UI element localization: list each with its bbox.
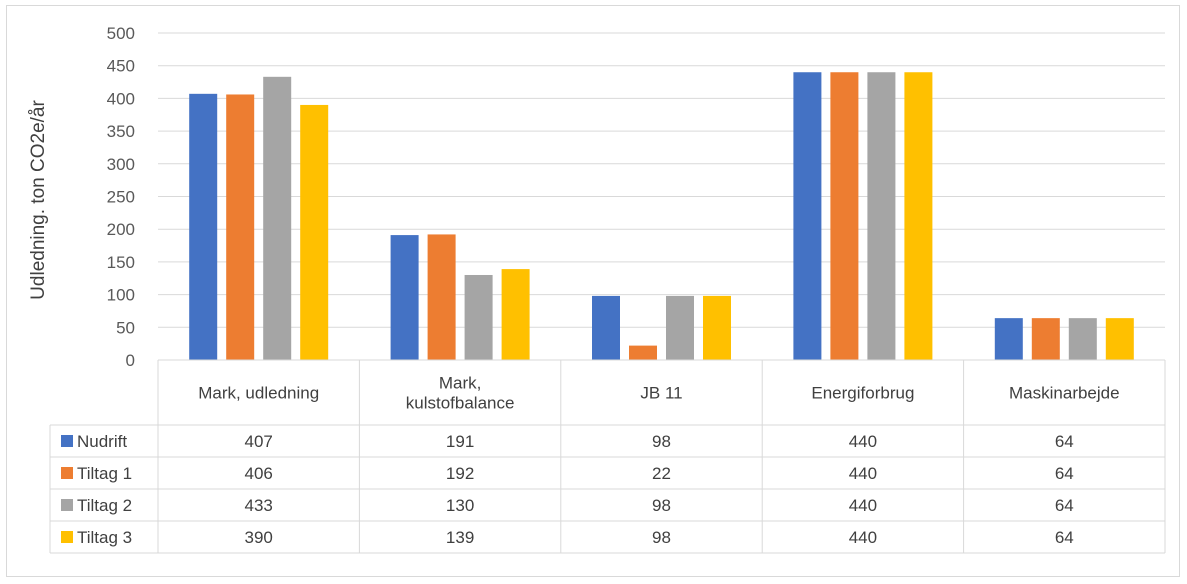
data-table-value: 64	[1055, 528, 1074, 547]
data-table-value: 139	[446, 528, 474, 547]
series-name: Tiltag 1	[77, 464, 132, 483]
bar-tiltag-2	[1068, 318, 1097, 360]
bar-nudrift	[189, 93, 218, 361]
bar-tiltag-2	[666, 295, 694, 360]
y-tick-label: 300	[107, 155, 135, 174]
series-name: Nudrift	[77, 432, 127, 451]
data-table-value: 98	[652, 496, 671, 515]
data-table-value: 22	[652, 464, 671, 483]
bar-nudrift	[390, 235, 419, 360]
category-label: Mark, udledning	[198, 384, 319, 403]
y-axis-label: Udledning. ton CO2e/år	[28, 100, 49, 300]
data-table-value: 390	[245, 528, 273, 547]
bar-tiltag-2	[464, 274, 493, 360]
bar-tiltag-1	[830, 72, 859, 361]
bar-tiltag-3	[904, 72, 933, 361]
y-tick-label: 0	[126, 351, 135, 370]
data-table-value: 192	[446, 464, 474, 483]
legend-key	[61, 467, 73, 479]
category-label: Maskinarbejde	[1009, 384, 1120, 403]
category-label: Mark,	[439, 374, 482, 393]
bar-tiltag-1	[629, 345, 657, 360]
y-tick-label: 250	[107, 188, 135, 207]
bar-tiltag-1	[427, 234, 456, 360]
data-table-value: 440	[849, 496, 877, 515]
legend-key	[61, 531, 73, 543]
series-name: Tiltag 2	[77, 496, 132, 515]
bar-tiltag-3	[703, 295, 731, 360]
data-table-value: 433	[245, 496, 273, 515]
data-table-value: 440	[849, 464, 877, 483]
data-table-value: 64	[1055, 432, 1074, 451]
bar-nudrift	[592, 295, 620, 360]
bar-tiltag-2	[263, 76, 292, 361]
category-label: kulstofbalance	[406, 394, 515, 413]
data-table-value: 130	[446, 496, 474, 515]
data-table: Mark, udledning Mark,kulstofbalance JB 11 E…	[49, 359, 1166, 554]
bar-nudrift	[994, 318, 1023, 360]
data-table-value: 440	[849, 528, 877, 547]
data-table-value: 406	[245, 464, 273, 483]
y-tick-label: 200	[107, 220, 135, 239]
bar-tiltag-2	[867, 72, 896, 361]
data-table-value: 64	[1055, 496, 1074, 515]
bars	[189, 72, 1134, 361]
y-tick-label: 350	[107, 122, 135, 141]
series-name: Tiltag 3	[77, 528, 132, 547]
category-label: Energiforbrug	[811, 384, 914, 403]
bar-nudrift	[793, 72, 822, 361]
data-table-value: 64	[1055, 464, 1074, 483]
legend-key	[61, 499, 73, 511]
data-table-value: 407	[245, 432, 273, 451]
data-table-value: 98	[652, 432, 671, 451]
bar-tiltag-3	[300, 104, 329, 360]
bar-tiltag-3	[1105, 318, 1134, 360]
y-tick-label: 500	[107, 24, 135, 43]
bar-tiltag-3	[501, 269, 530, 360]
category-label: JB 11	[640, 384, 682, 403]
y-tick-label: 100	[107, 286, 135, 305]
y-tick-label: 50	[116, 318, 135, 337]
y-axis-ticks: 0 50 100 150 200 250 300 350 400 450 500	[107, 24, 135, 370]
data-table-value: 440	[849, 432, 877, 451]
y-tick-label: 150	[107, 253, 135, 272]
bar-tiltag-1	[1031, 318, 1060, 360]
y-tick-label: 400	[107, 89, 135, 108]
legend-key	[61, 435, 73, 447]
data-table-value: 98	[652, 528, 671, 547]
bar-tiltag-1	[226, 94, 255, 360]
y-tick-label: 450	[107, 57, 135, 76]
data-table-value: 191	[446, 432, 474, 451]
